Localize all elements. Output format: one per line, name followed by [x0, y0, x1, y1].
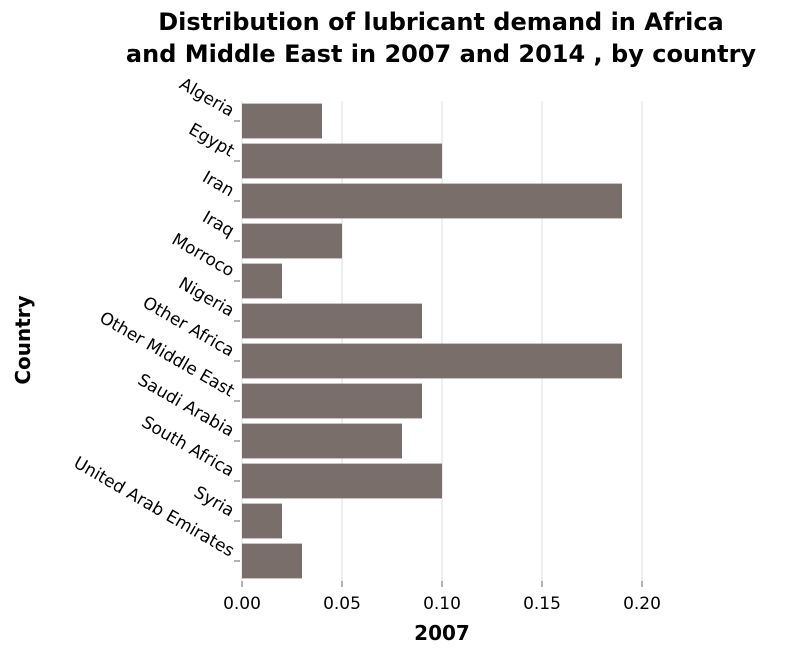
bar [242, 343, 622, 379]
y-tick-label: Algeria [176, 74, 238, 121]
x-axis-ticks: 0.00 0.05 0.10 0.15 0.20 [223, 581, 661, 614]
y-axis-ticks: AlgeriaEgyptIranIraqMorrocoNigeriaOther … [70, 74, 240, 562]
bar [242, 503, 282, 539]
bar [242, 303, 422, 339]
chart-title-line-2: and Middle East in 2007 and 2014 , by co… [126, 40, 756, 68]
x-tick-label: 0.00 [223, 594, 261, 614]
bar [242, 423, 402, 459]
bar [242, 383, 422, 419]
bar [242, 263, 282, 299]
bar [242, 143, 442, 179]
bar [242, 223, 342, 259]
bar [242, 103, 322, 139]
bars [242, 103, 622, 579]
y-axis-label: Country [11, 295, 35, 384]
x-tick-label: 0.15 [523, 594, 561, 614]
x-tick-label: 0.20 [623, 594, 661, 614]
y-tick-label: Syria [190, 483, 237, 522]
x-axis-label: 2007 [414, 621, 470, 645]
bar [242, 463, 442, 499]
y-tick-label: Egypt [185, 119, 238, 161]
grid [241, 101, 643, 581]
x-tick-label: 0.10 [423, 594, 461, 614]
chart-title-line-1: Distribution of lubricant demand in Afri… [158, 8, 724, 36]
y-tick-label: Iran [199, 167, 238, 201]
bar [242, 183, 622, 219]
y-tick-label: Iraq [199, 207, 238, 241]
bar [242, 543, 302, 579]
x-tick-label: 0.05 [323, 594, 361, 614]
